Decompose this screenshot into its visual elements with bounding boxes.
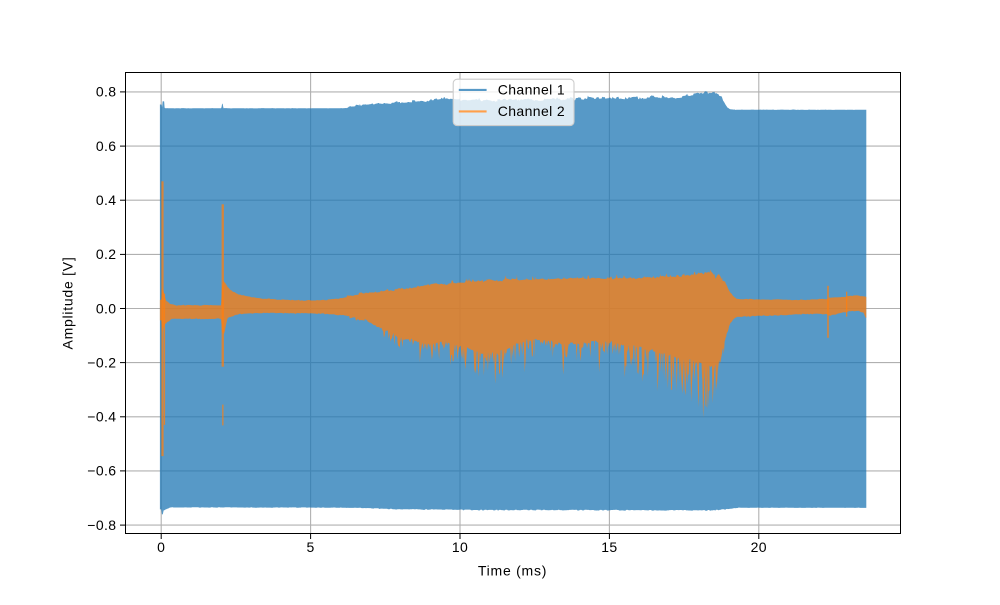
svg-text:0.0: 0.0 bbox=[96, 300, 117, 316]
svg-text:−0.4: −0.4 bbox=[87, 409, 116, 425]
svg-text:20: 20 bbox=[751, 539, 767, 555]
svg-text:0.8: 0.8 bbox=[96, 84, 117, 100]
svg-text:10: 10 bbox=[452, 539, 468, 555]
svg-text:0: 0 bbox=[157, 539, 165, 555]
svg-text:Channel 1: Channel 1 bbox=[498, 82, 565, 98]
svg-text:−0.8: −0.8 bbox=[87, 517, 116, 533]
svg-text:0.6: 0.6 bbox=[96, 138, 117, 154]
svg-text:15: 15 bbox=[601, 539, 617, 555]
svg-text:Amplitude [V]: Amplitude [V] bbox=[59, 256, 75, 349]
svg-text:−0.6: −0.6 bbox=[87, 463, 116, 479]
svg-text:−0.2: −0.2 bbox=[87, 354, 116, 370]
svg-text:0.4: 0.4 bbox=[96, 192, 117, 208]
svg-text:0.2: 0.2 bbox=[96, 246, 117, 262]
svg-text:Time (ms): Time (ms) bbox=[478, 562, 547, 578]
svg-text:5: 5 bbox=[307, 539, 315, 555]
svg-text:Channel 2: Channel 2 bbox=[498, 103, 565, 119]
